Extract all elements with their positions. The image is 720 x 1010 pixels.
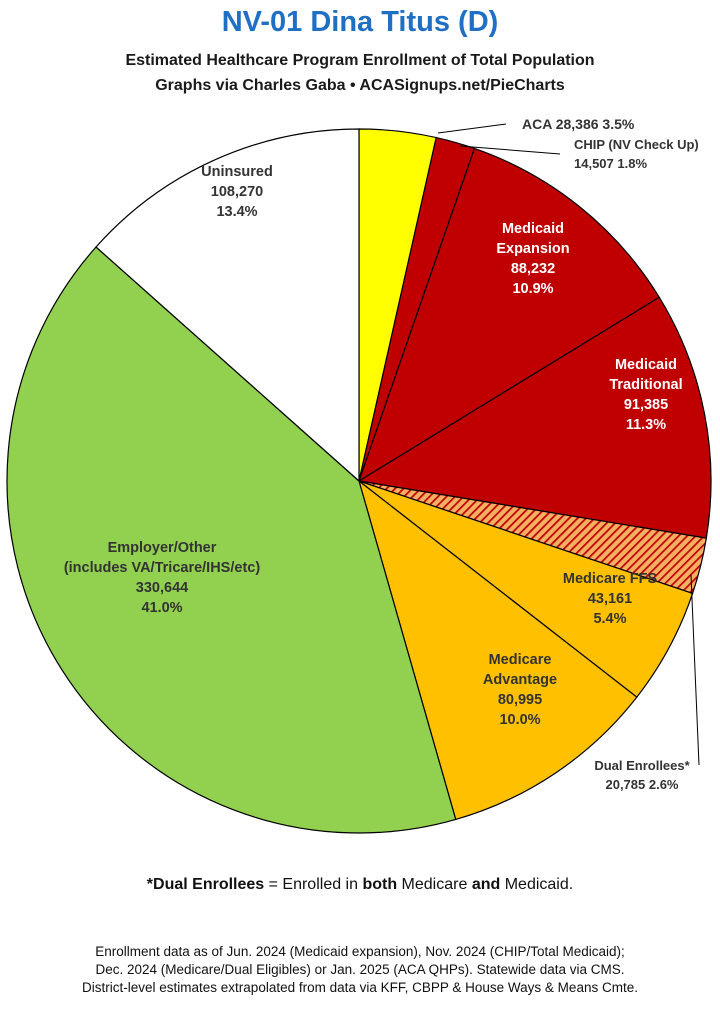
slice-label-line: Employer/Other [108,540,217,556]
slice-label-line: 20,785 2.6% [605,777,678,792]
slice-label: ACA 28,386 3.5% [522,116,635,132]
slice-label-line: CHIP (NV Check Up) [574,137,699,152]
slice-label-line: 5.4% [593,611,626,627]
slice-label: Uninsured 108,270 13.4% [201,164,273,220]
slice-label-line: Uninsured [201,164,273,180]
slice-label-line: Advantage [483,672,557,688]
slice-label: Employer/Other (includes VA/Tricare/IHS/e… [64,540,261,616]
leader-line [437,123,507,134]
slice-label: Medicaid Expansion 88,232 10.9% [496,221,569,297]
slice-label-line: 11.3% [626,417,666,433]
data-sources: Enrollment data as of Jun. 2024 (Medicai… [0,943,720,997]
source-line: District-level estimates extrapolated fr… [82,980,638,995]
slice-label-line: 10.0% [499,712,540,728]
pie-slice [357,296,712,539]
slice-label-line: ACA 28,386 3.5% [522,116,635,132]
pie-chart: ACA 28,386 3.5% CHIP (NV Check Up) 14,507 … [6,116,712,834]
slice-label: Medicare Advantage 80,995 10.0% [483,652,557,728]
pie-slice [6,246,457,834]
slice-label-line: 91,385 [624,397,668,413]
chart-subtitle: Estimated Healthcare Program Enrollment … [125,52,595,69]
slice-label-line: Medicare FFS [563,571,658,587]
source-line: Dec. 2024 (Medicare/Dual Eligibles) or J… [95,962,625,977]
slice-label-line: Medicaid [502,221,564,237]
slice-label-line: Medicare [489,652,552,668]
slice-label-line: 13.4% [216,204,257,220]
leader-line [459,145,561,155]
pie-slice [357,479,638,821]
slice-label-line: Medicaid [615,357,677,373]
slice-label-line: 10.9% [512,281,553,297]
chart-credit: Graphs via Charles Gaba • ACASignups.net… [155,77,565,94]
footnote-term: *Dual Enrollees [146,876,265,893]
slice-label-line: 14,507 1.8% [574,156,647,171]
slice-label: Dual Enrollees* 20,785 2.6% [594,758,690,792]
slice-label-line: Expansion [496,241,569,257]
slice-label: CHIP (NV Check Up) 14,507 1.8% [574,137,699,171]
slice-label-line: 330,644 [136,580,188,596]
leader-line [690,574,700,766]
slice-label: Medicare FFS 43,161 5.4% [563,571,658,627]
slice-label-line: Traditional [609,377,682,393]
slice-label-line: 41.0% [141,600,182,616]
slice-label-line: 80,995 [498,692,542,708]
slice-label: Medicaid Traditional 91,385 11.3% [609,357,682,433]
slice-label-line: 43,161 [588,591,632,607]
slice-label-line: Dual Enrollees* [594,758,690,773]
slice-label-line: (includes VA/Tricare/IHS/etc) [64,560,261,576]
slice-label-line: 88,232 [511,261,555,277]
chart-title: NV-01 Dina Titus (D) [221,6,499,38]
pie-slice [357,147,661,483]
source-line: Enrollment data as of Jun. 2024 (Medicai… [95,944,625,959]
slice-label-line: 108,270 [211,184,263,200]
dual-enrollees-footnote: *Dual Enrollees = Enrolled in both Medic… [146,876,574,893]
pie-slice [95,128,360,483]
